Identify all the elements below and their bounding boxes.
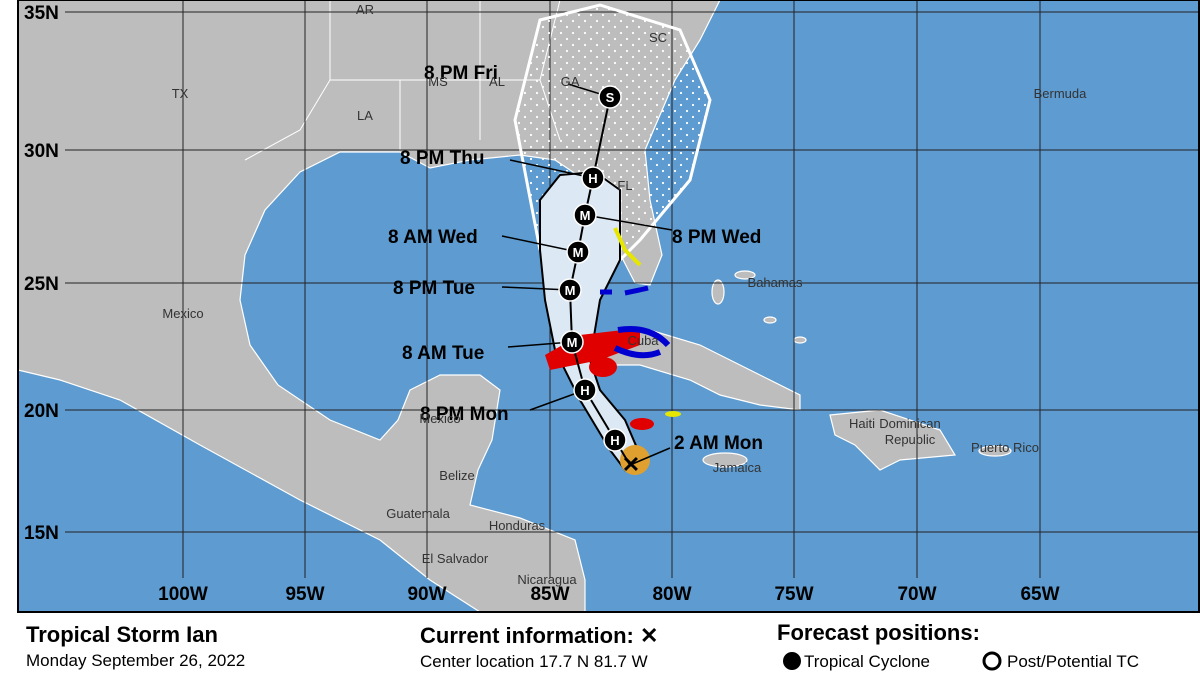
date: Monday September 26, 2022 <box>26 651 245 670</box>
place-label: GA <box>561 74 580 89</box>
current-position: ✕ <box>622 452 640 477</box>
place-label: Republic <box>885 432 936 447</box>
lat-label: 30N <box>24 141 59 162</box>
leader-line <box>501 235 579 253</box>
forecast-symbol: H <box>610 433 619 448</box>
post-tc-icon <box>982 651 1002 671</box>
storm-name: Tropical Storm Ian <box>26 622 218 647</box>
forecast-time: 8 AM Wed <box>388 227 478 248</box>
forecast-symbol: M <box>565 283 576 298</box>
lon-label: 90W <box>407 584 446 605</box>
lat-label: 20N <box>24 401 59 422</box>
cone-days-1-3 <box>539 170 642 472</box>
legend-post: Post/Potential TC <box>1007 652 1139 671</box>
center-location: Center location 17.7 N 81.7 W <box>420 652 648 671</box>
place-label: SC <box>649 30 667 45</box>
footer: Tropical Storm Ian Monday September 26, … <box>26 620 1139 671</box>
forecast-symbol: H <box>580 383 589 398</box>
lon-label: 80W <box>652 584 691 605</box>
lat-label: 35N <box>24 3 59 24</box>
place-label: LA <box>357 108 373 123</box>
lon-label: 95W <box>285 584 324 605</box>
forecast-point <box>558 278 582 302</box>
place-label: AL <box>489 74 505 89</box>
place-label: Mexico <box>419 411 460 426</box>
forecast-heading: Forecast positions: <box>777 620 980 645</box>
lon-label: 70W <box>897 584 936 605</box>
place-label: MS <box>428 74 448 89</box>
forecast-time: 2 AM Mon <box>674 433 763 454</box>
forecast-point <box>603 428 627 452</box>
lon-label: 100W <box>158 584 208 605</box>
lat-label: 25N <box>24 274 59 295</box>
lon-label: 75W <box>774 584 813 605</box>
forecast-time: 8 PM Wed <box>672 227 761 248</box>
place-label: Belize <box>439 468 474 483</box>
forecast-time: 8 AM Tue <box>402 343 484 364</box>
place-label: Dominican <box>879 416 940 431</box>
place-label: TX <box>172 86 189 101</box>
forecast-time: 8 PM Fri <box>424 63 498 84</box>
place-label: FL <box>617 178 632 193</box>
forecast-symbol: H <box>588 171 597 186</box>
map-frame <box>17 0 1200 613</box>
forecast-point <box>598 85 622 109</box>
leader-line <box>509 159 594 179</box>
place-label: Mexico <box>162 306 203 321</box>
forecast-symbol: S <box>606 90 615 105</box>
forecast-time: 8 PM Tue <box>393 278 475 299</box>
forecast-time: 8 PM Thu <box>400 148 484 169</box>
lon-label: 85W <box>530 584 569 605</box>
forecast-point <box>566 240 590 264</box>
place-label: Haiti <box>849 416 875 431</box>
place-label: Nicaragua <box>517 572 577 587</box>
forecast-point <box>573 203 597 227</box>
lon-label: 65W <box>1020 584 1059 605</box>
forecast-symbol: M <box>567 335 578 350</box>
place-label: Bahamas <box>748 275 803 290</box>
forecast-symbol: M <box>573 245 584 260</box>
cyclone-icon <box>783 652 801 670</box>
warnings <box>545 227 681 475</box>
place-label: Puerto Rico <box>971 440 1039 455</box>
place-label: Honduras <box>489 518 546 533</box>
forecast-symbol: M <box>580 208 591 223</box>
forecast-time: 8 PM Mon <box>420 404 509 425</box>
place-label: Jamaica <box>713 460 762 475</box>
forecast-point <box>573 378 597 402</box>
leader-line <box>584 214 673 231</box>
legend-cyclone: Tropical Cyclone <box>804 652 930 671</box>
leader-line <box>629 447 671 466</box>
place-label: Guatemala <box>386 506 450 521</box>
current-heading: Current information: ✕ <box>420 623 658 648</box>
place-label: El Salvador <box>422 551 489 566</box>
place-label: Bermuda <box>1034 86 1088 101</box>
place-label: AR <box>356 2 374 17</box>
forecast-point <box>560 330 584 354</box>
place-label: Cuba <box>627 333 659 348</box>
lat-label: 15N <box>24 523 59 544</box>
forecast-point <box>581 166 605 190</box>
